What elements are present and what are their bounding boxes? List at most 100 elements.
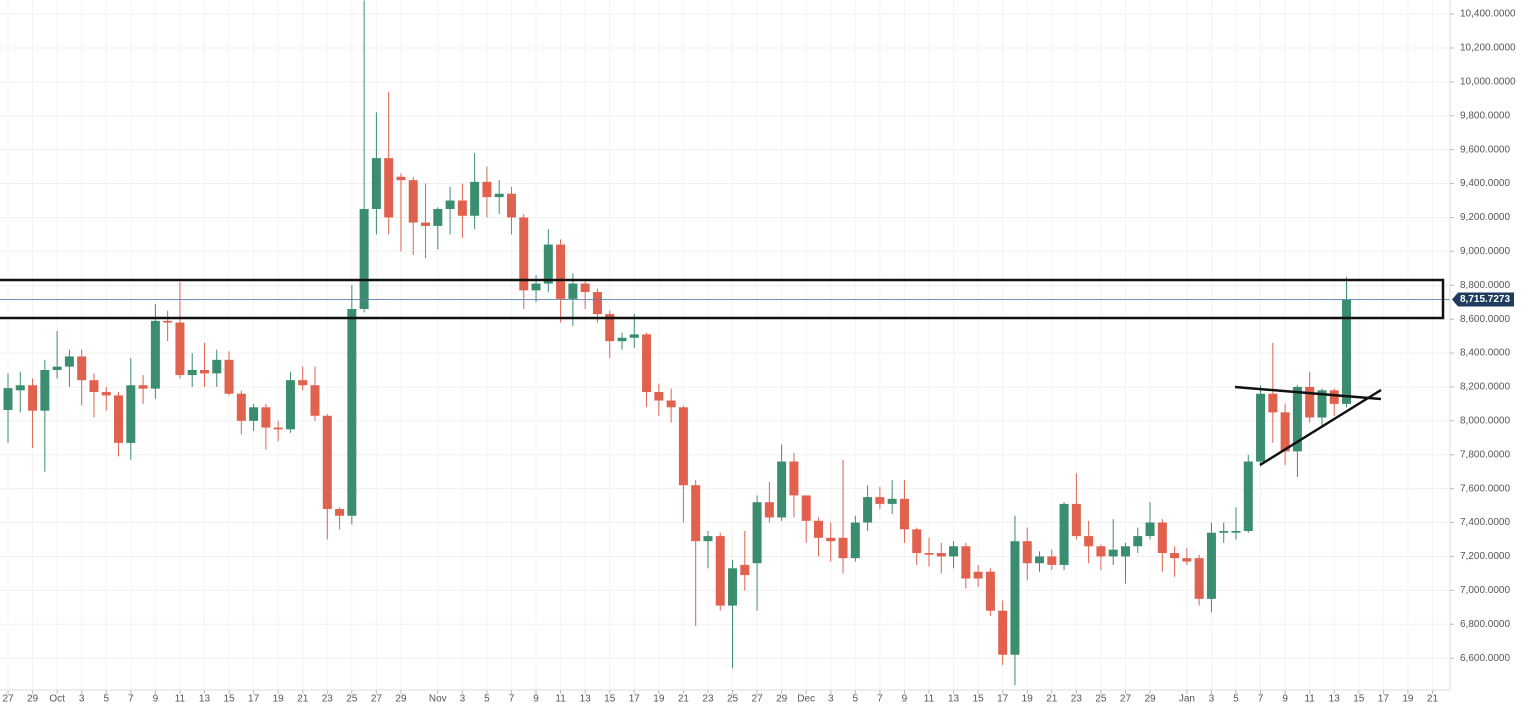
x-tick-label: 17 bbox=[629, 694, 641, 705]
x-tick-label: Oct bbox=[49, 694, 65, 705]
candle-body bbox=[224, 359, 234, 394]
candle-body bbox=[470, 181, 480, 216]
candle-body bbox=[973, 571, 983, 579]
candle-body bbox=[421, 222, 431, 226]
candle-body bbox=[347, 308, 357, 516]
candle-body bbox=[1120, 546, 1130, 557]
x-tick-label: 15 bbox=[223, 694, 235, 705]
candle-body bbox=[899, 498, 909, 530]
x-tick-label: 23 bbox=[1071, 694, 1083, 705]
y-tick-label: 8,600.0000 bbox=[1460, 314, 1510, 325]
candle-body bbox=[1170, 553, 1180, 559]
resistance-box bbox=[0, 278, 1445, 320]
candle-body bbox=[482, 181, 492, 198]
candle-body bbox=[396, 176, 406, 181]
x-tick-label: 13 bbox=[948, 694, 960, 705]
y-tick-label: 9,800.0000 bbox=[1460, 110, 1510, 121]
candle-body bbox=[1194, 558, 1204, 599]
x-tick-label: 21 bbox=[297, 694, 309, 705]
candle-body bbox=[715, 536, 725, 606]
candle-body bbox=[298, 380, 308, 386]
candle-body bbox=[556, 244, 566, 299]
candle-body bbox=[912, 529, 922, 554]
candle-body bbox=[433, 208, 443, 226]
axes: 6,600.0000 6,800.0000 7,000.0000 7,200.0000… bbox=[2, 9, 1516, 705]
candle-body bbox=[850, 522, 860, 559]
candle-body bbox=[138, 385, 148, 389]
x-tick-label: 17 bbox=[997, 694, 1009, 705]
candle-body bbox=[187, 370, 197, 376]
candle-body bbox=[629, 334, 639, 338]
candle-body bbox=[1280, 412, 1290, 452]
x-tick-label: 29 bbox=[27, 694, 39, 705]
y-tick-label: 10,400.0000 bbox=[1460, 9, 1516, 20]
candle-body bbox=[3, 388, 13, 410]
candle-body bbox=[1219, 531, 1229, 533]
candle-body bbox=[199, 370, 209, 374]
trendline-upper bbox=[1234, 385, 1382, 401]
y-tick-label: 10,000.0000 bbox=[1460, 77, 1516, 88]
candle-body bbox=[936, 553, 946, 557]
candle-body bbox=[985, 571, 995, 611]
x-tick-label: 27 bbox=[1120, 694, 1132, 705]
candle-body bbox=[77, 356, 87, 381]
x-tick-label: 15 bbox=[1353, 694, 1365, 705]
candle-body bbox=[1182, 558, 1192, 562]
candle-body bbox=[1145, 522, 1155, 537]
x-tick-label: 5 bbox=[853, 694, 859, 705]
x-tick-label: 9 bbox=[1282, 694, 1288, 705]
candle-body bbox=[1133, 536, 1143, 547]
x-tick-label: 11 bbox=[555, 694, 566, 705]
candle-body bbox=[285, 380, 295, 430]
candle-body bbox=[506, 193, 516, 218]
candle-body bbox=[64, 356, 74, 367]
candle-body bbox=[163, 320, 173, 323]
x-tick-label: Dec bbox=[797, 694, 815, 705]
candle-body bbox=[1243, 461, 1253, 532]
trendline-lower bbox=[1259, 388, 1382, 467]
x-tick-label: 3 bbox=[828, 694, 834, 705]
x-tick-label: 21 bbox=[1046, 694, 1058, 705]
candle-body bbox=[322, 415, 332, 509]
x-tick-label: 27 bbox=[2, 694, 14, 705]
candle-body bbox=[666, 400, 676, 408]
x-tick-label: 7 bbox=[1258, 694, 1264, 705]
candle-body bbox=[1084, 536, 1094, 547]
candle-body bbox=[580, 283, 590, 293]
x-tick-label: 15 bbox=[604, 694, 616, 705]
x-tick-label: 13 bbox=[580, 694, 592, 705]
candle-body bbox=[863, 497, 873, 523]
y-tick-label: 6,800.0000 bbox=[1460, 619, 1510, 630]
candle-body bbox=[826, 537, 836, 542]
candle-body bbox=[114, 395, 124, 443]
y-tick-label: 9,200.0000 bbox=[1460, 212, 1510, 223]
x-tick-label: 7 bbox=[128, 694, 134, 705]
x-tick-label: 13 bbox=[1329, 694, 1341, 705]
candle-body bbox=[28, 385, 38, 411]
x-tick-label: 29 bbox=[776, 694, 788, 705]
candle-body bbox=[371, 158, 381, 209]
y-tick-label: 7,200.0000 bbox=[1460, 551, 1510, 562]
candle-body bbox=[838, 537, 848, 559]
candle-body bbox=[1292, 386, 1302, 452]
x-tick-label: 5 bbox=[1233, 694, 1239, 705]
candle-body bbox=[1035, 556, 1045, 564]
y-tick-label: 8,000.0000 bbox=[1460, 415, 1510, 426]
x-tick-label: 17 bbox=[248, 694, 260, 705]
candle-body bbox=[531, 283, 541, 291]
candle-body bbox=[789, 461, 799, 496]
candle-body bbox=[212, 359, 222, 374]
x-tick-label: 21 bbox=[678, 694, 690, 705]
x-tick-label: 19 bbox=[1402, 694, 1414, 705]
candle-body bbox=[457, 200, 467, 216]
candle-body bbox=[777, 461, 787, 518]
candle-body bbox=[249, 407, 259, 421]
candle-body bbox=[1010, 541, 1020, 655]
x-tick-label: 3 bbox=[1209, 694, 1215, 705]
x-tick-label: 21 bbox=[1427, 694, 1439, 705]
grid bbox=[0, 0, 1450, 690]
x-tick-label: 19 bbox=[273, 694, 285, 705]
y-tick-label: 9,400.0000 bbox=[1460, 178, 1510, 189]
